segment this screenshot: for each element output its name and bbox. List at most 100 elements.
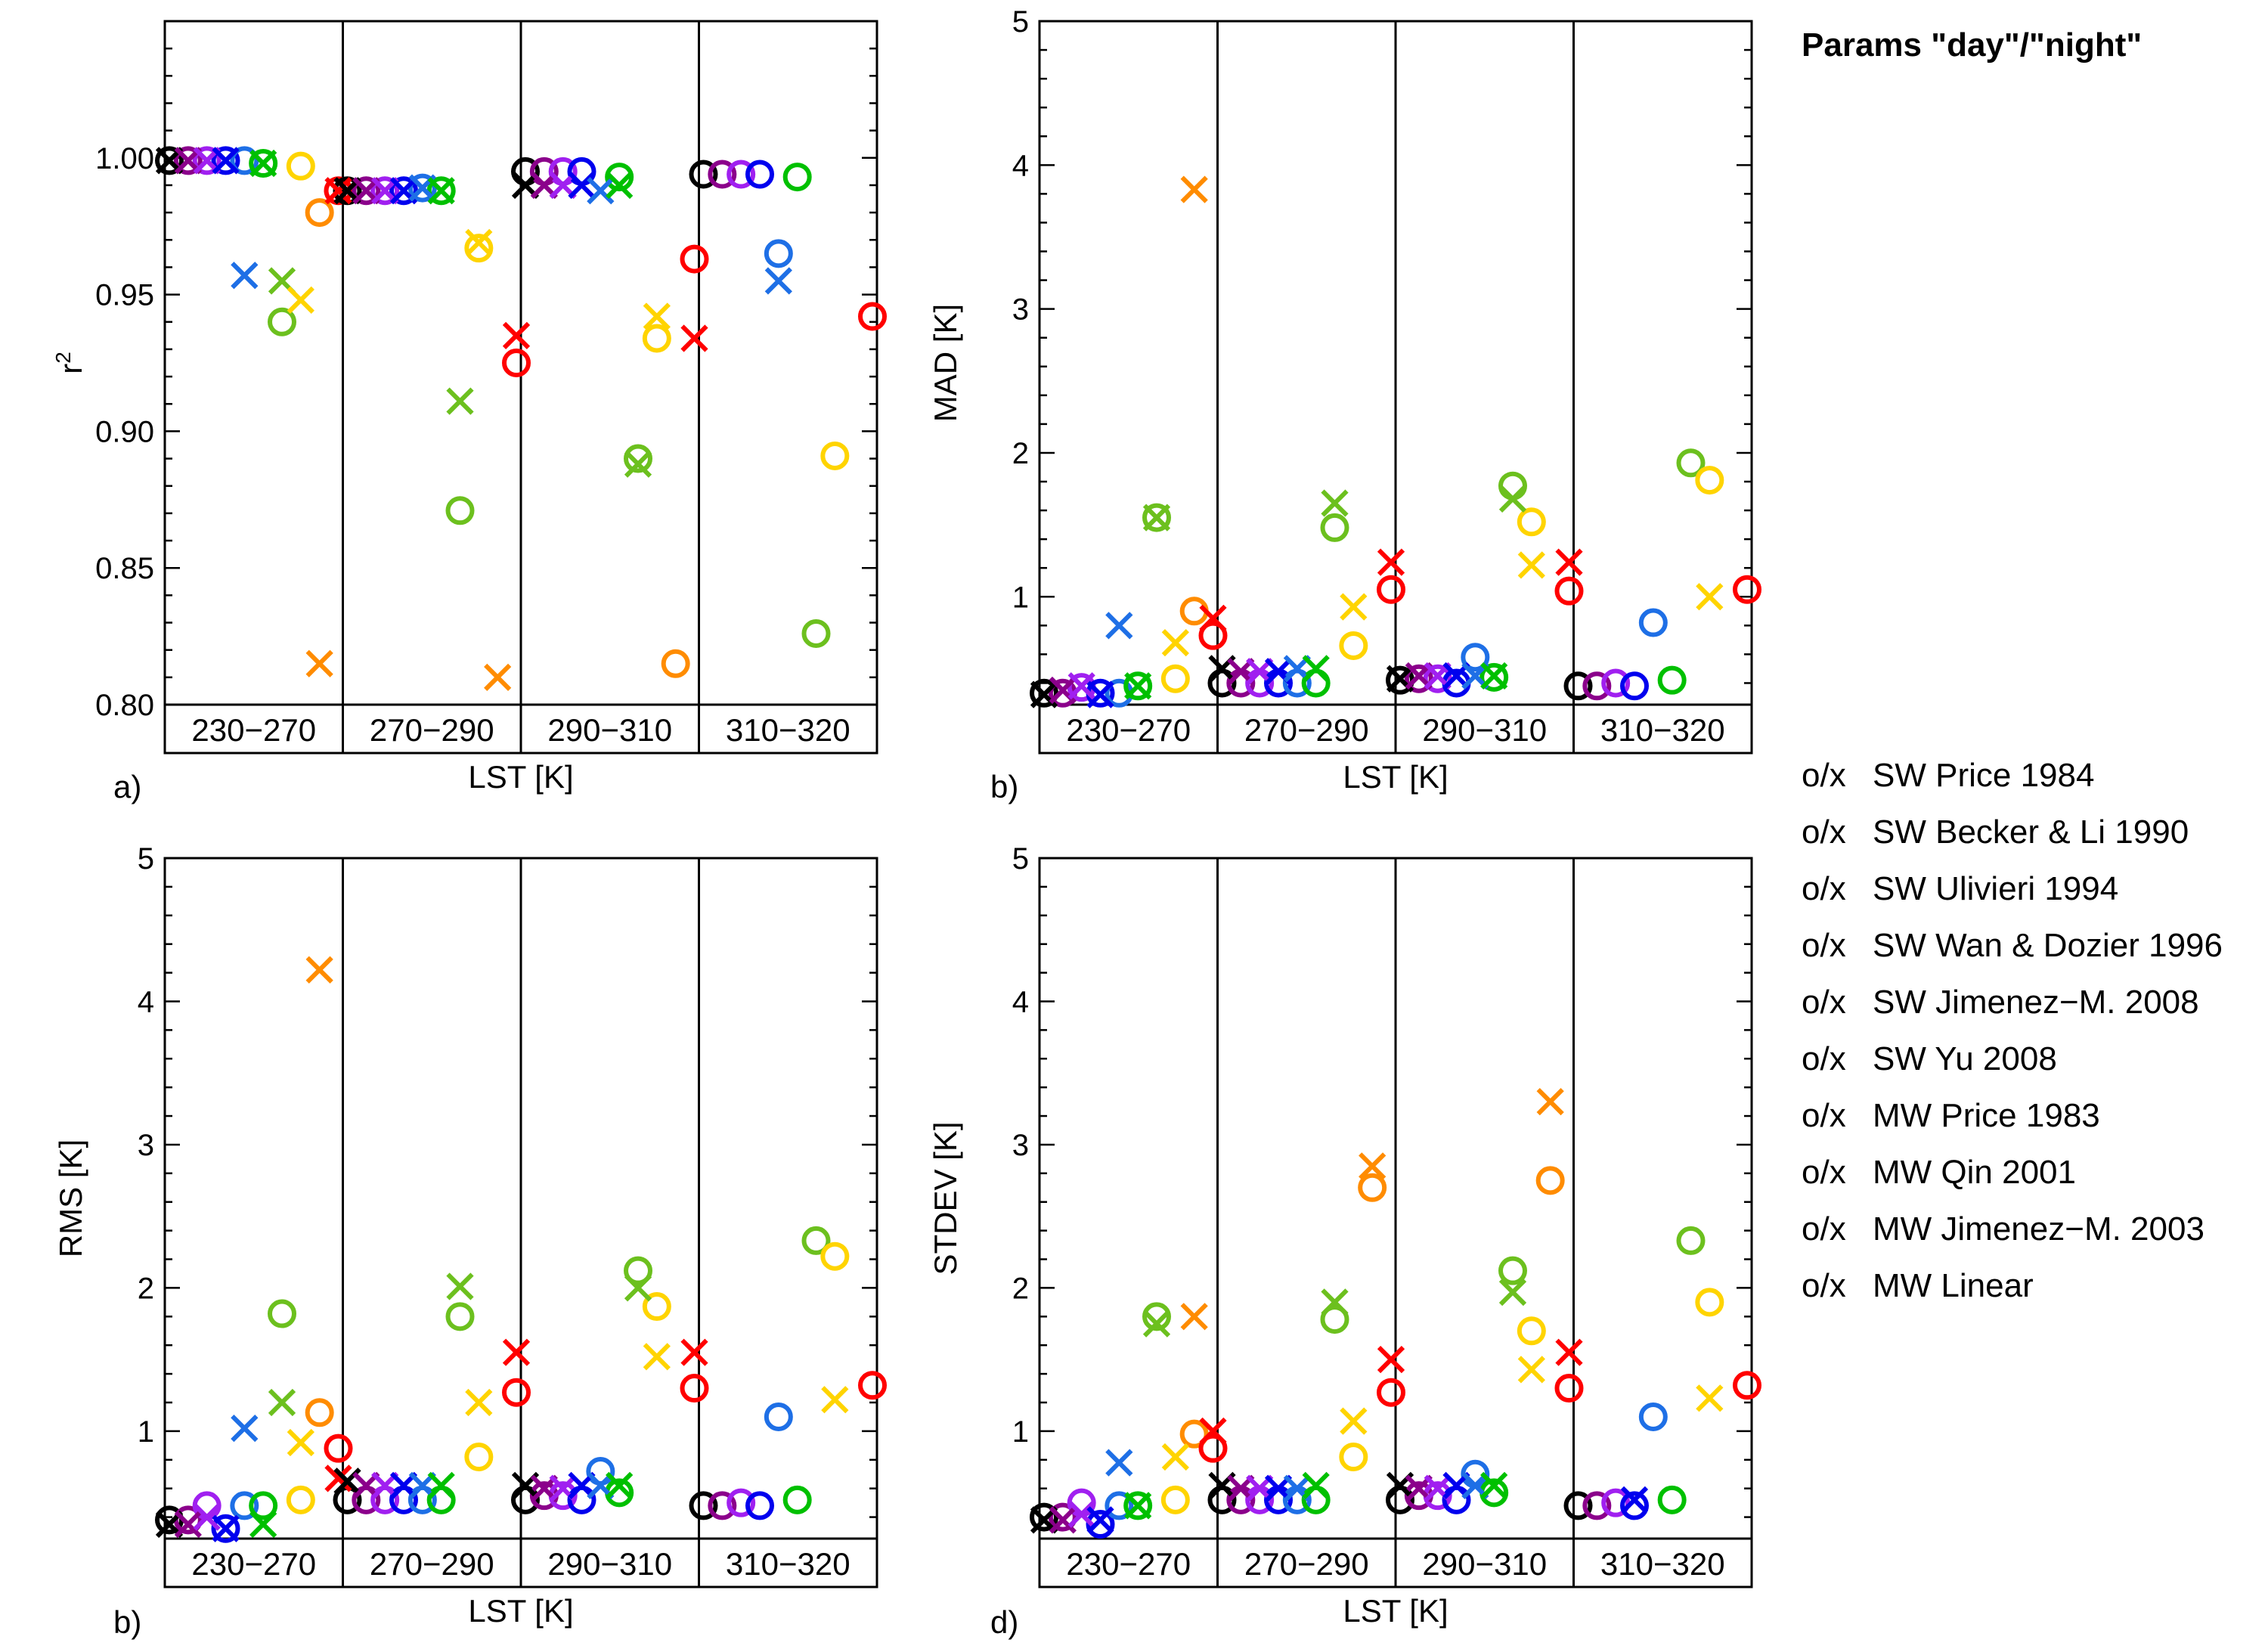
day-marker-10 — [858, 302, 887, 331]
y-tick-label: 0.95 — [95, 279, 154, 312]
day-marker-6 — [426, 176, 456, 206]
y-axis-label: STDEV [K] — [928, 1121, 963, 1275]
day-marker-2 — [708, 160, 737, 189]
y-tick-label: 1 — [138, 1415, 154, 1449]
day-marker-1 — [155, 146, 184, 175]
night-marker-6 — [606, 1471, 634, 1500]
night-marker-7 — [624, 1274, 652, 1302]
night-marker-2 — [174, 1510, 202, 1539]
y-tick-label: 3 — [1012, 1129, 1029, 1162]
y-tick-label: 5 — [1012, 5, 1029, 39]
legend-label: MW Price 1983 — [1873, 1097, 2100, 1134]
panel-label: d) — [990, 1604, 1018, 1640]
day-marker-7 — [268, 307, 296, 336]
night-marker-3 — [1067, 672, 1095, 700]
day-marker-6 — [605, 163, 634, 192]
bin-label: 270−290 — [1244, 1546, 1369, 1582]
day-marker-3 — [1601, 668, 1631, 698]
night-marker-10 — [1377, 548, 1405, 576]
day-marker-6 — [249, 1491, 278, 1520]
legend-label: MW Qin 2001 — [1873, 1154, 2076, 1191]
night-marker-7 — [446, 1272, 474, 1300]
x-axis-label: LST [K] — [468, 1593, 573, 1629]
day-marker-10 — [858, 1371, 887, 1400]
night-marker-8 — [287, 286, 314, 314]
panel-a: 0.80 0.85 0.90 0.95 1.00 230−270 270−290 290−31… — [51, 20, 887, 804]
bin-label: 230−270 — [1066, 712, 1191, 748]
y-tick-label: 0.85 — [95, 552, 154, 585]
night-marker-10 — [1199, 604, 1227, 632]
day-marker-8 — [820, 1241, 850, 1271]
day-marker-8 — [642, 324, 671, 353]
day-marker-3 — [1423, 664, 1452, 693]
y-tick-label: 5 — [1012, 842, 1029, 876]
night-marker-10 — [680, 324, 708, 352]
day-marker-7 — [801, 1226, 831, 1255]
night-marker-6 — [606, 171, 634, 200]
day-marker-4 — [1620, 671, 1649, 701]
day-marker-8 — [1339, 631, 1368, 660]
day-marker-7 — [1676, 448, 1706, 478]
legend-label: SW Jimenez−M. 2008 — [1873, 984, 2199, 1021]
day-marker-9 — [661, 649, 690, 678]
night-marker-7 — [268, 1388, 296, 1417]
panel-c: 1 2 3 4 5 230−270 270−290 290−310 310−320 LST [K]… — [53, 842, 887, 1640]
day-marker-5 — [1638, 608, 1668, 637]
night-marker-6 — [249, 149, 277, 178]
night-marker-10 — [1377, 1346, 1405, 1374]
day-marker-4 — [1620, 1491, 1649, 1520]
day-marker-9 — [305, 1398, 334, 1427]
day-marker-10 — [680, 244, 709, 274]
day-marker-4 — [745, 160, 774, 189]
legend-item: o/x SW Jimenez−M. 2008 — [1802, 984, 2199, 1021]
day-marker-2 — [1582, 1491, 1612, 1520]
day-marker-5 — [1461, 643, 1490, 672]
y-tick-label: 0.90 — [95, 415, 154, 448]
day-marker-2 — [1048, 1502, 1077, 1532]
legend-label: SW Ulivieri 1994 — [1873, 870, 2118, 907]
night-marker-8 — [1340, 593, 1368, 621]
day-marker-3 — [1601, 1488, 1631, 1517]
legend-label: MW Jimenez−M. 2003 — [1873, 1210, 2204, 1248]
legend-item: o/x MW Linear — [1802, 1267, 2034, 1304]
day-marker-1 — [689, 160, 718, 189]
day-marker-10 — [680, 1374, 709, 1403]
bin-label: 310−320 — [726, 712, 850, 748]
legend-label: SW Yu 2008 — [1873, 1040, 2057, 1077]
night-marker-8 — [287, 1428, 314, 1457]
legend-item: o/x SW Ulivieri 1994 — [1802, 870, 2118, 907]
day-marker-1 — [1563, 1491, 1593, 1520]
legend-item: o/x SW Becker & Li 1990 — [1802, 814, 2189, 851]
day-marker-7 — [1676, 1226, 1706, 1255]
night-marker-9 — [1536, 1087, 1564, 1116]
day-marker-8 — [1695, 1288, 1724, 1317]
day-marker-2 — [1582, 671, 1612, 701]
legend-symbol: o/x — [1802, 814, 1846, 851]
day-marker-8 — [820, 441, 850, 470]
day-marker-10 — [1198, 621, 1228, 650]
day-marker-5 — [764, 1402, 793, 1431]
y-tick-label: 4 — [138, 985, 154, 1018]
day-marker-4 — [745, 1491, 774, 1520]
legend-label: MW Linear — [1873, 1267, 2034, 1304]
bin-label: 290−310 — [1422, 1546, 1547, 1582]
night-marker-7 — [624, 450, 652, 478]
night-marker-9 — [305, 956, 333, 984]
day-marker-6 — [249, 149, 278, 178]
day-marker-9 — [1179, 1419, 1209, 1449]
y-axis-label: r2 — [51, 352, 89, 374]
night-marker-8 — [465, 1388, 493, 1417]
day-marker-3 — [192, 146, 222, 175]
day-marker-1 — [689, 1491, 718, 1520]
legend-item: o/x SW Price 1984 — [1802, 757, 2094, 794]
day-marker-8 — [286, 1485, 315, 1514]
legend-symbol: o/x — [1802, 757, 1846, 794]
day-marker-3 — [727, 1488, 756, 1517]
day-marker-10 — [1733, 575, 1761, 604]
y-tick-label: 0.80 — [95, 689, 154, 722]
night-marker-10 — [502, 1338, 531, 1366]
day-marker-6 — [782, 163, 812, 192]
night-marker-6 — [1302, 655, 1330, 683]
legend-symbol: o/x — [1802, 1154, 1846, 1191]
